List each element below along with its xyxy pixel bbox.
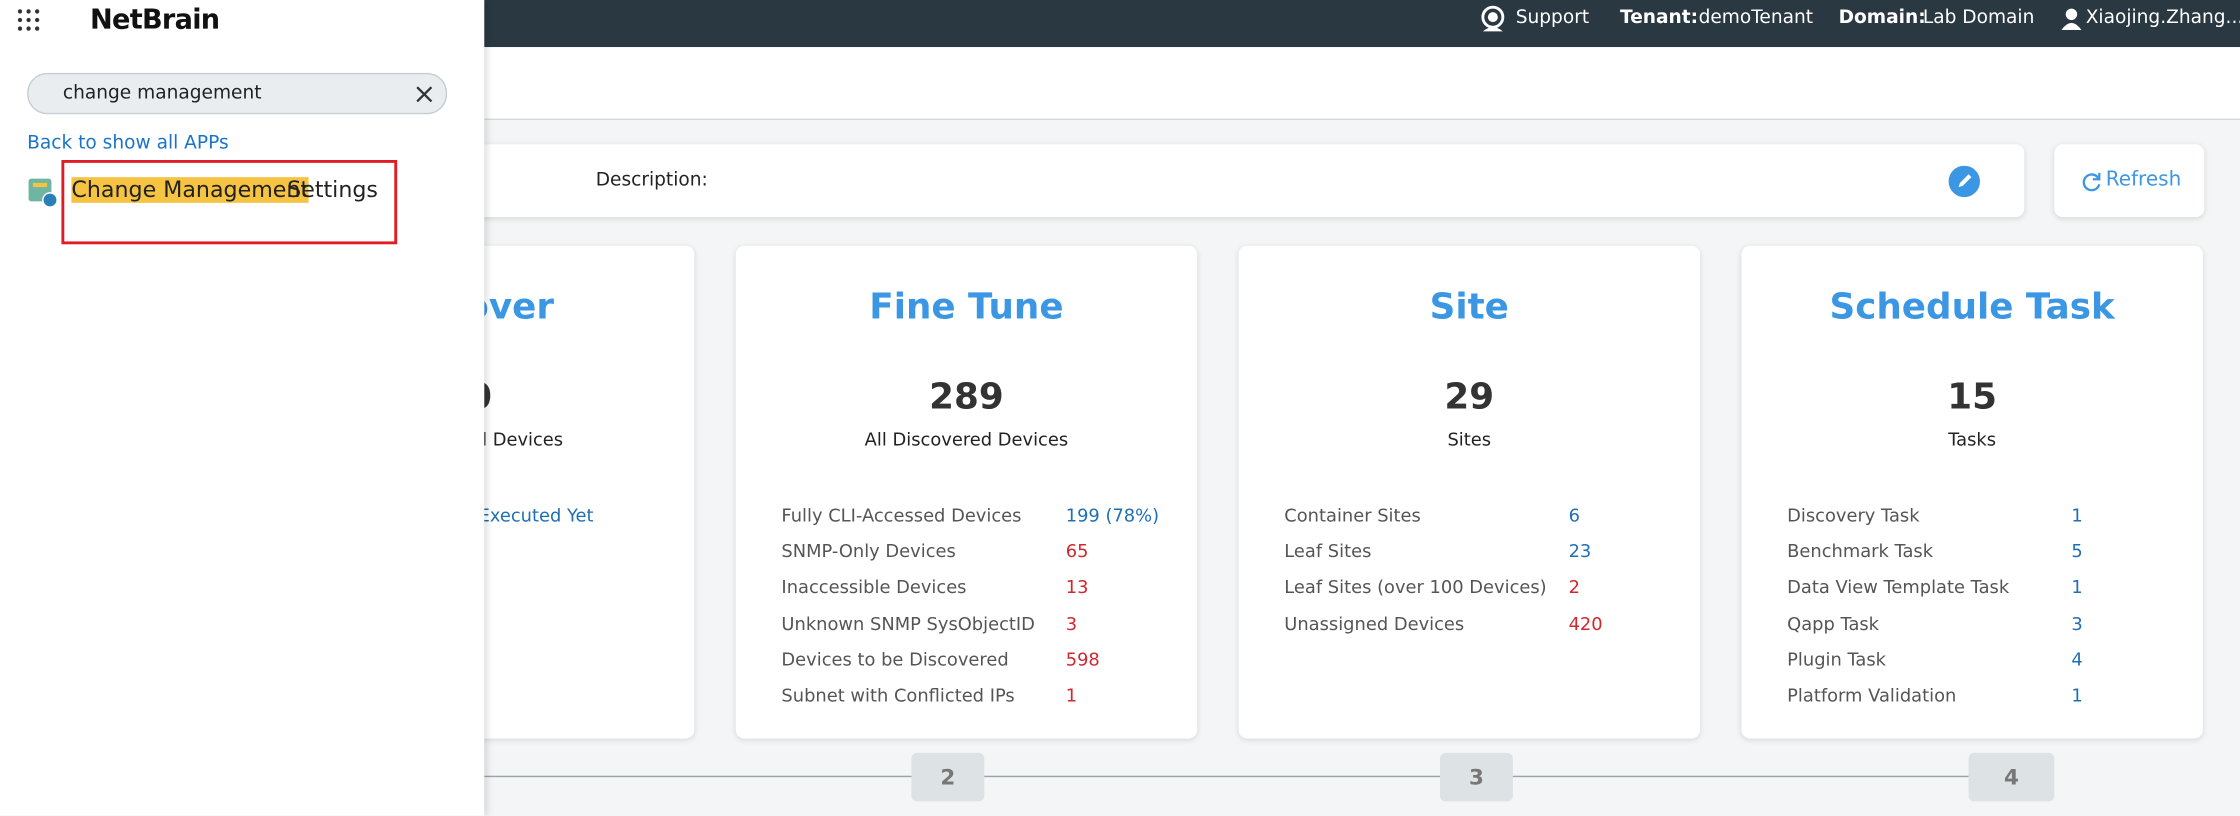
row-value[interactable]: 4 [2071,648,2083,670]
row-label: Data View Template Task [1787,576,2010,598]
card-stat-label: Tasks [1948,428,1997,450]
search-box[interactable]: change management [27,72,448,115]
step-badge[interactable]: 3 [1439,752,1513,802]
row-value[interactable]: 23 [1568,540,1592,562]
step-badge[interactable]: 2 [911,752,985,802]
user[interactable]: Xiaojing.Zhang... [2085,7,2240,29]
app-sidebar: NetBrain change management Back to show … [0,0,485,816]
domain[interactable]: Lab Domain [1922,7,2035,29]
card-stat-label: d Devices [475,428,564,450]
summary-card: Site 29 Sites Container Sites 6 Leaf Sites 23 L… [1238,245,1700,739]
row-label: Container Sites [1284,504,1421,526]
row-value[interactable]: 5 [2071,540,2083,562]
refresh-icon [2082,172,2101,192]
refresh-label: Refresh [2105,168,2182,192]
domain-label: Domain: [1838,7,1926,29]
summary-card: Schedule Task 15 Tasks Discovery Task 1 Bench… [1741,245,2203,739]
search-text: change management [62,82,262,105]
apps-menu[interactable] [16,7,42,33]
result-highlight: Change Management [71,177,310,203]
row-label: Leaf Sites (over 100 Devices) [1284,576,1547,598]
result-rest: Settings [287,177,378,203]
tenant[interactable]: demoTenant [1698,7,1814,29]
support-link[interactable]: Support [1515,7,1590,29]
clear-button[interactable] [416,86,433,103]
card-title[interactable]: Fine Tune [869,285,1064,328]
row-value[interactable]: 598 [1065,648,1100,670]
user-icon [2061,8,2082,30]
row-value[interactable]: 1 [1065,684,1078,706]
support-icon [1481,5,1505,32]
refresh-button[interactable]: Refresh [2054,144,2205,218]
row-value[interactable]: 420 [1568,612,1603,634]
row-label: Devices to be Discovered [781,648,1009,670]
row-label: Fully CLI-Accessed Devices [781,504,1022,526]
result-item[interactable]: Change Management Settings [61,159,398,245]
row-label: Unknown SNMP SysObjectID [781,612,1035,634]
row-value[interactable]: 6 [1568,504,1580,526]
row-label: Discovery Task [1787,504,1920,526]
card-stat: 15 [1947,375,1997,418]
row-value[interactable]: 3 [2071,612,2083,634]
row-value[interactable]: 13 [1065,576,1089,598]
row-value[interactable]: 2 [1568,576,1580,598]
row-value[interactable]: 199 (78%) [1065,504,1160,526]
row-label: SNMP-Only Devices [781,540,956,562]
edit-button[interactable] [1948,165,1980,198]
row-value[interactable]: 3 [1065,612,1078,634]
step-badge[interactable]: 4 [1968,752,2055,802]
summary-card: Fine Tune 289 All Discovered Devices Fully … [735,245,1198,739]
row-value[interactable]: 1 [2071,684,2083,706]
row-value: Executed Yet [478,504,594,526]
card-stat-label: Sites [1447,428,1492,450]
row-label: Inaccessible Devices [781,576,967,598]
back-link[interactable]: Back to show all APPs [27,132,229,155]
row-label: Platform Validation [1787,684,1957,706]
row-value[interactable]: 1 [2071,576,2083,598]
card-stat: 289 [929,375,1004,418]
card-title[interactable]: Site [1429,285,1509,328]
row-label: Plugin Task [1787,648,1887,670]
row-value[interactable]: 1 [2071,504,2083,526]
row-value[interactable]: 65 [1065,540,1089,562]
logo: NetBrain [89,4,220,36]
row-label: Qapp Task [1787,612,1880,634]
card-stat: 29 [1444,375,1495,418]
step-line [484,775,1970,778]
card-stat-label: All Discovered Devices [864,428,1069,450]
description-bar: Description: [428,144,2025,218]
row-label: Subnet with Conflicted IPs [781,684,1015,706]
card-title[interactable]: Schedule Task [1829,285,2115,328]
app-icon [28,178,58,208]
row-label: Benchmark Task [1787,540,1934,562]
row-label: Leaf Sites [1284,540,1372,562]
row-label: Unassigned Devices [1284,612,1465,634]
tenant-label: Tenant: [1619,7,1699,29]
description-label: Description: [595,169,708,192]
